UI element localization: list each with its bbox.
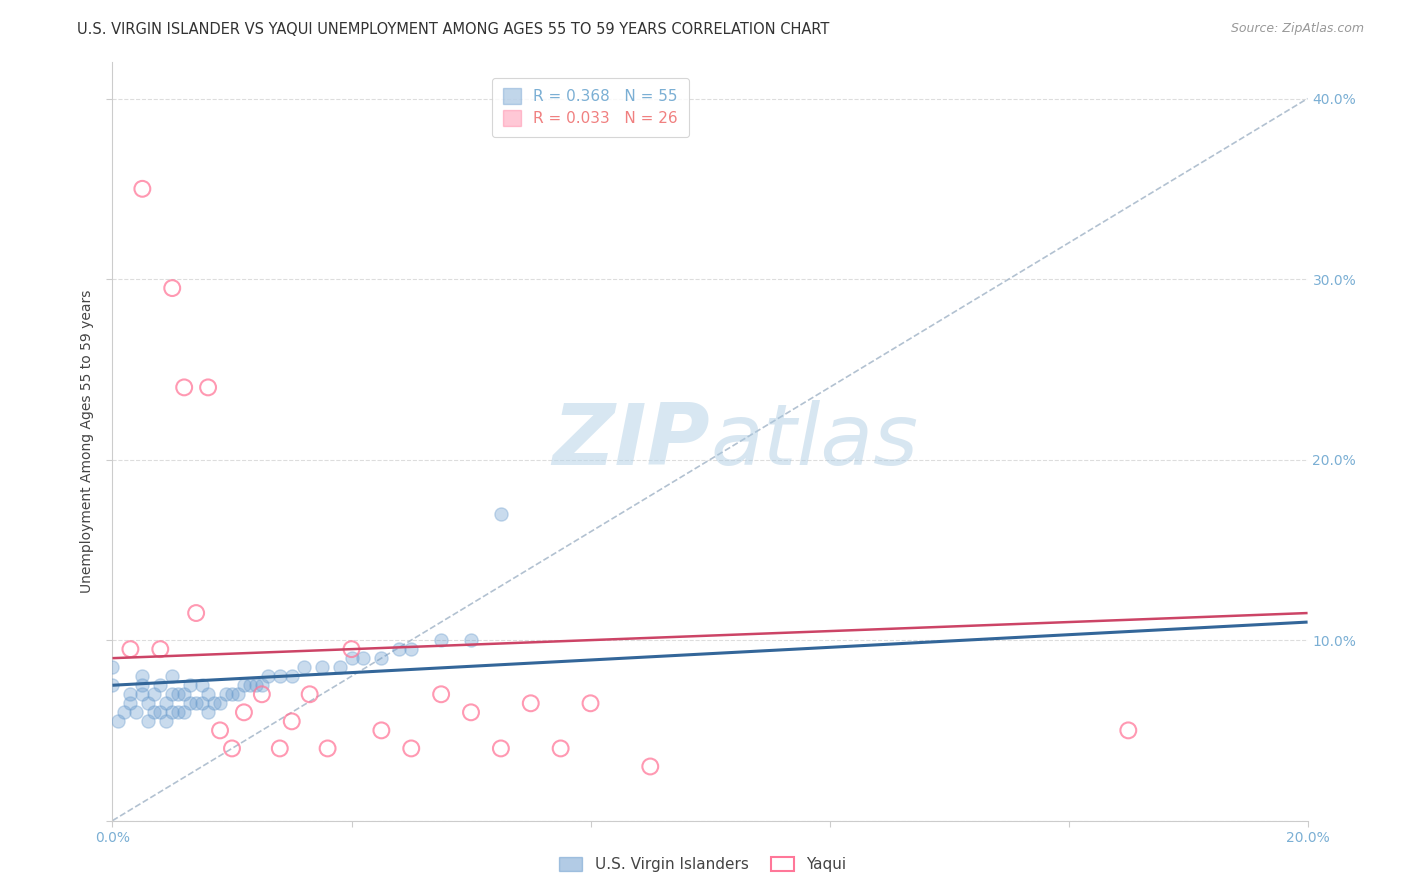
- Point: [149, 706, 172, 720]
- Point: [579, 696, 602, 710]
- Point: [120, 642, 142, 657]
- Point: [197, 706, 219, 720]
- Point: [233, 678, 256, 692]
- Point: [281, 714, 304, 729]
- Point: [167, 706, 190, 720]
- Point: [401, 741, 423, 756]
- Point: [489, 741, 512, 756]
- Point: [311, 660, 333, 674]
- Point: [250, 687, 273, 701]
- Point: [370, 723, 392, 738]
- Point: [120, 687, 142, 701]
- Point: [149, 642, 172, 657]
- Point: [173, 380, 195, 394]
- Point: [138, 696, 160, 710]
- Point: [209, 696, 232, 710]
- Legend: R = 0.368   N = 55, R = 0.033   N = 26: R = 0.368 N = 55, R = 0.033 N = 26: [492, 78, 689, 137]
- Point: [329, 660, 352, 674]
- Point: [120, 696, 142, 710]
- Point: [143, 687, 166, 701]
- Point: [125, 706, 148, 720]
- Point: [101, 678, 124, 692]
- Point: [114, 706, 135, 720]
- Point: [430, 633, 453, 648]
- Point: [460, 706, 482, 720]
- Point: [430, 687, 453, 701]
- Text: U.S. VIRGIN ISLANDER VS YAQUI UNEMPLOYMENT AMONG AGES 55 TO 59 YEARS CORRELATION: U.S. VIRGIN ISLANDER VS YAQUI UNEMPLOYME…: [77, 22, 830, 37]
- Point: [221, 741, 243, 756]
- Point: [221, 687, 243, 701]
- Point: [209, 723, 232, 738]
- Point: [202, 696, 225, 710]
- Point: [149, 678, 172, 692]
- Point: [143, 706, 166, 720]
- Point: [269, 669, 291, 683]
- Point: [138, 714, 160, 729]
- Point: [550, 741, 572, 756]
- Legend: U.S. Virgin Islanders, Yaqui: U.S. Virgin Islanders, Yaqui: [551, 849, 855, 880]
- Point: [107, 714, 129, 729]
- Point: [162, 281, 183, 295]
- Point: [340, 642, 363, 657]
- Point: [131, 687, 153, 701]
- Point: [226, 687, 249, 701]
- Point: [340, 651, 363, 665]
- Point: [162, 687, 183, 701]
- Point: [173, 706, 195, 720]
- Point: [191, 696, 214, 710]
- Point: [179, 678, 201, 692]
- Point: [191, 678, 214, 692]
- Point: [257, 669, 280, 683]
- Point: [401, 642, 423, 657]
- Point: [370, 651, 392, 665]
- Point: [162, 706, 183, 720]
- Point: [197, 380, 219, 394]
- Point: [250, 678, 273, 692]
- Text: ZIP: ZIP: [553, 400, 710, 483]
- Point: [489, 507, 512, 521]
- Text: Source: ZipAtlas.com: Source: ZipAtlas.com: [1230, 22, 1364, 36]
- Point: [131, 669, 153, 683]
- Point: [179, 696, 201, 710]
- Point: [640, 759, 662, 773]
- Point: [281, 669, 304, 683]
- Point: [162, 669, 183, 683]
- Point: [298, 687, 321, 701]
- Point: [233, 706, 256, 720]
- Point: [245, 678, 267, 692]
- Y-axis label: Unemployment Among Ages 55 to 59 years: Unemployment Among Ages 55 to 59 years: [80, 290, 94, 593]
- Text: atlas: atlas: [710, 400, 918, 483]
- Point: [197, 687, 219, 701]
- Point: [269, 741, 291, 756]
- Point: [155, 696, 177, 710]
- Point: [186, 696, 208, 710]
- Point: [101, 660, 124, 674]
- Point: [239, 678, 262, 692]
- Point: [167, 687, 190, 701]
- Point: [520, 696, 543, 710]
- Point: [173, 687, 195, 701]
- Point: [388, 642, 411, 657]
- Point: [155, 714, 177, 729]
- Point: [460, 633, 482, 648]
- Point: [316, 741, 339, 756]
- Point: [131, 678, 153, 692]
- Point: [131, 182, 153, 196]
- Point: [1118, 723, 1140, 738]
- Point: [186, 606, 208, 620]
- Point: [292, 660, 315, 674]
- Point: [215, 687, 238, 701]
- Point: [353, 651, 375, 665]
